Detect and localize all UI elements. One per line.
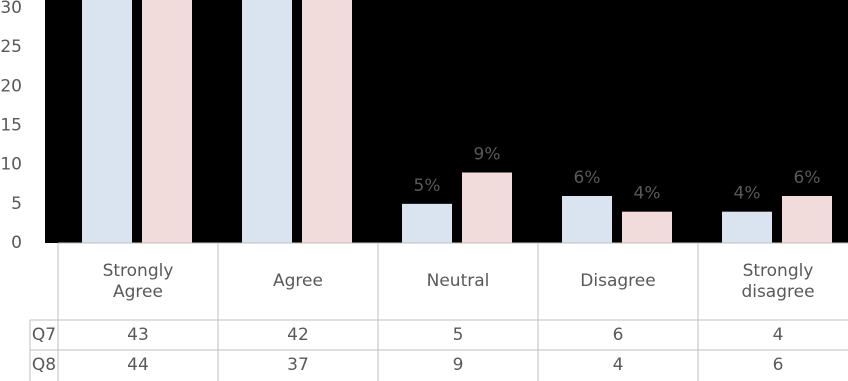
y-tick-label: 20 (0, 76, 22, 96)
table-value: 43 (127, 324, 149, 345)
category-label: Strongly disagree (741, 260, 815, 302)
bar (302, 0, 352, 243)
bar (782, 196, 832, 243)
bar (722, 211, 772, 243)
y-tick-label: 30 (0, 0, 22, 18)
series-name: Q8 (31, 354, 57, 375)
table-value: 6 (612, 324, 624, 345)
category-label: Neutral (426, 271, 490, 291)
series-name: Q7 (31, 324, 57, 345)
table-value: 5 (452, 324, 464, 345)
table-value: 6 (772, 354, 784, 375)
bar (142, 0, 192, 243)
data-label: 6% (574, 168, 601, 188)
table-value: 9 (452, 354, 464, 375)
data-label: 9% (474, 145, 501, 165)
bar (82, 0, 132, 243)
table-value: 4 (612, 354, 624, 375)
data-label: 5% (414, 176, 441, 196)
y-tick-label: 25 (0, 37, 22, 57)
table-value: 4 (772, 324, 784, 345)
y-tick-label: 0 (11, 233, 22, 253)
bar (402, 203, 452, 243)
y-tick-label: 10 (0, 155, 22, 175)
bar (562, 196, 612, 243)
category-label: Strongly Agree (102, 260, 174, 302)
table-value: 44 (127, 354, 149, 375)
data-label: 6% (794, 168, 821, 188)
category-label: Agree (273, 271, 323, 291)
table-value: 37 (287, 354, 309, 375)
bar (462, 172, 512, 243)
y-tick-label: 5 (11, 194, 22, 214)
category-label: Disagree (580, 271, 656, 291)
y-tick-label: 15 (0, 116, 22, 136)
bar (622, 211, 672, 243)
table-value: 42 (287, 324, 309, 345)
data-label: 4% (634, 184, 661, 204)
bar (242, 0, 292, 243)
data-label: 4% (734, 184, 761, 204)
